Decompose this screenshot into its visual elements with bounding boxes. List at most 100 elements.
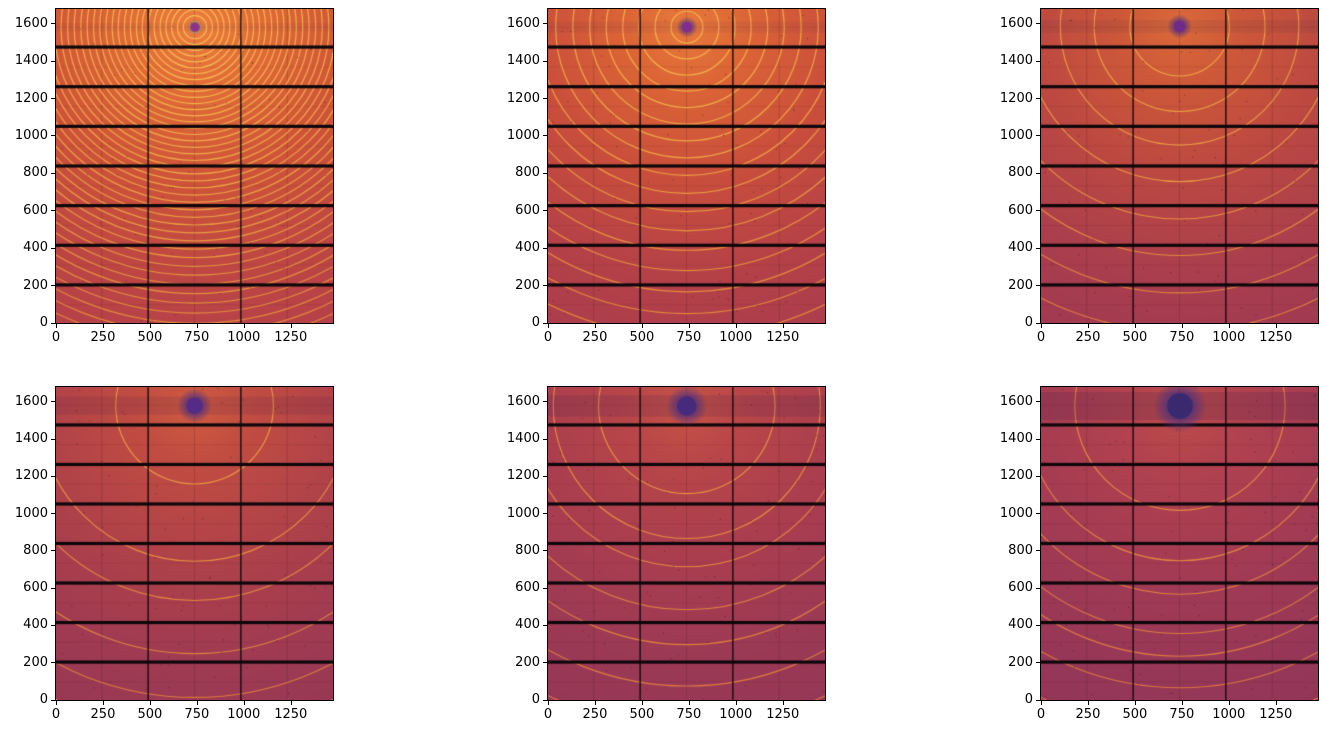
- panel-3-y-tick: [1036, 322, 1040, 324]
- panel-3-x-tick-label: 500: [1122, 330, 1148, 345]
- panel-2-y-tick: [543, 135, 547, 137]
- panel-5-x-tick-label: 0: [543, 707, 553, 722]
- panel-5-x-tick: [641, 701, 643, 705]
- panel-1-y-tick-label: 600: [23, 202, 48, 218]
- panel-4-y-tick: [51, 699, 55, 701]
- panel-3-x-tick-label: 1000: [1212, 330, 1246, 345]
- panel-3-x-tick: [1275, 324, 1277, 328]
- panel-6-x-tick: [1087, 701, 1089, 705]
- panel-6-x-tick-label: 500: [1122, 707, 1148, 722]
- panel-2-y-tick-label: 1200: [506, 90, 540, 106]
- panel-2-y-tick: [543, 172, 547, 174]
- panel-3-y-tick-label: 600: [1008, 202, 1033, 218]
- panel-2-y-tick: [543, 285, 547, 287]
- panel-3-x-tick: [1181, 324, 1183, 328]
- panel-1-x-tick: [102, 324, 104, 328]
- panel-2-x-tick: [782, 324, 784, 328]
- panel-1-y-tick-label: 1200: [14, 90, 48, 106]
- panel-4-y-tick-label: 400: [23, 617, 48, 633]
- panel-4-x-tick-label: 1000: [227, 707, 261, 722]
- panel-5-x-tick: [735, 701, 737, 705]
- panel-3-x-tick-label: 0: [1036, 330, 1046, 345]
- panel-1-y-tick-label: 800: [23, 165, 48, 181]
- panel-5-y-tick-label: 1200: [506, 468, 540, 484]
- panel-5-x-tick: [782, 701, 784, 705]
- panel-3-y-tick: [1036, 172, 1040, 174]
- panel-4-y-tick-label: 0: [39, 692, 48, 707]
- panel-3-y-tick: [1036, 247, 1040, 249]
- panel-1-y-tick: [51, 285, 55, 287]
- panel-5-y-tick: [543, 662, 547, 664]
- panel-4-canvas: [56, 387, 333, 700]
- panel-3-detector-image: [1040, 8, 1319, 324]
- panel-5-detector-image: [547, 386, 826, 701]
- panel-1-y-tick: [51, 172, 55, 174]
- panel-1-y-tick-label: 1400: [14, 53, 48, 69]
- panel-5-y-tick-label: 0: [531, 692, 540, 707]
- panel-1-y-tick-label: 200: [23, 277, 48, 293]
- panel-6-x-tick-label: 250: [1075, 707, 1101, 722]
- panel-1-y-tick: [51, 98, 55, 100]
- panel-4-x-tick: [102, 701, 104, 705]
- panel-2-x-tick: [735, 324, 737, 328]
- panel-3-x-tick-label: 1250: [1259, 330, 1293, 345]
- panel-1-x-tick-label: 1000: [227, 330, 261, 345]
- panel-4-y-tick: [51, 624, 55, 626]
- panel-4-x-tick-label: 500: [137, 707, 163, 722]
- panel-2-detector-image: [547, 8, 826, 324]
- panel-4-y-tick: [51, 438, 55, 440]
- panel-6-y-tick: [1036, 475, 1040, 477]
- panel-2-y-tick-label: 1000: [506, 127, 540, 143]
- panel-6-y-tick-label: 400: [1008, 617, 1033, 633]
- panel-4-x-tick: [243, 701, 245, 705]
- panel-6-y-tick-label: 1400: [999, 431, 1033, 446]
- panel-3-canvas: [1041, 9, 1318, 323]
- panel-6-x-tick: [1228, 701, 1230, 705]
- panel-5-y-tick-label: 800: [515, 542, 540, 558]
- panel-5-y-tick-label: 1400: [506, 431, 540, 446]
- panel-4-y-tick: [51, 401, 55, 403]
- panel-3-x-tick-label: 750: [1169, 330, 1195, 345]
- panel-2-y-tick: [543, 322, 547, 324]
- panel-6-x-tick: [1041, 701, 1042, 705]
- panel-2-y-tick-label: 1400: [506, 53, 540, 69]
- panel-6-canvas: [1041, 387, 1318, 700]
- panel-1-y-tick: [51, 247, 55, 249]
- panel-1-x-tick-label: 500: [137, 330, 163, 345]
- panel-3-x-tick: [1134, 324, 1136, 328]
- panel-2-y-tick-label: 800: [515, 165, 540, 181]
- panel-6-y-tick-label: 1600: [999, 393, 1033, 409]
- panel-2-y-tick: [543, 23, 547, 25]
- panel-4-y-tick: [51, 475, 55, 477]
- panel-6-y-tick-label: 0: [1024, 692, 1033, 707]
- panel-4-x-tick-label: 1250: [274, 707, 308, 722]
- panel-1-y-tick: [51, 135, 55, 137]
- panel-2-y-tick-label: 1600: [506, 15, 540, 31]
- panel-5-y-tick-label: 1000: [506, 505, 540, 521]
- panel-3-y-tick: [1036, 98, 1040, 100]
- panel-2-y-tick: [543, 210, 547, 212]
- panel-5-x-tick-label: 1250: [766, 707, 800, 722]
- panel-6-y-tick: [1036, 550, 1040, 552]
- panel-6-y-tick-label: 800: [1008, 542, 1033, 558]
- panel-1-canvas: [56, 9, 333, 323]
- panel-2-x-tick-label: 500: [629, 330, 655, 345]
- panel-4-y-tick: [51, 550, 55, 552]
- panel-4-y-tick-label: 200: [23, 654, 48, 670]
- panel-1-x-tick: [196, 324, 198, 328]
- panel-4-y-tick: [51, 513, 55, 515]
- panel-3-y-tick-label: 400: [1008, 240, 1033, 256]
- panel-1-x-tick-label: 250: [90, 330, 116, 345]
- panel-2-x-tick: [688, 324, 690, 328]
- panel-5-y-tick: [543, 475, 547, 477]
- panel-5-x-tick-label: 1000: [719, 707, 753, 722]
- panel-1-x-tick: [56, 324, 57, 328]
- panel-6-x-tick-label: 0: [1036, 707, 1046, 722]
- panel-5-y-tick: [543, 699, 547, 701]
- panel-3-y-tick-label: 800: [1008, 165, 1033, 181]
- panel-3-y-tick-label: 0: [1024, 315, 1033, 330]
- panel-4-y-tick-label: 1000: [14, 505, 48, 521]
- panel-1-x-tick-label: 1250: [274, 330, 308, 345]
- panel-4-y-tick-label: 1200: [14, 468, 48, 484]
